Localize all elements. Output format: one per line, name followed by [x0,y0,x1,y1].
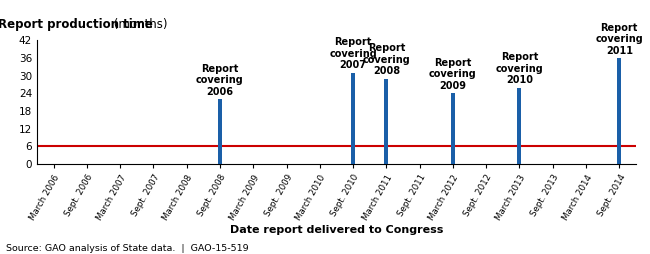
Bar [618,58,621,164]
Text: Report production time: Report production time [0,18,153,30]
Text: Report
covering
2008: Report covering 2008 [363,43,410,76]
Bar [218,99,222,164]
Text: Source: GAO analysis of State data.  |  GAO-15-519: Source: GAO analysis of State data. | GA… [6,244,249,253]
Bar [351,73,355,164]
Text: Report
covering
2009: Report covering 2009 [429,58,477,91]
Text: (months): (months) [110,18,168,30]
Text: Report
covering
2006: Report covering 2006 [196,64,244,97]
Text: Report
covering
2011: Report covering 2011 [595,23,644,56]
Bar [384,79,388,164]
Text: Report
covering
2007: Report covering 2007 [329,37,377,70]
X-axis label: Date report delivered to Congress: Date report delivered to Congress [229,225,443,235]
Bar [451,93,455,164]
Bar [517,88,521,164]
Text: Report
covering
2010: Report covering 2010 [495,52,543,85]
